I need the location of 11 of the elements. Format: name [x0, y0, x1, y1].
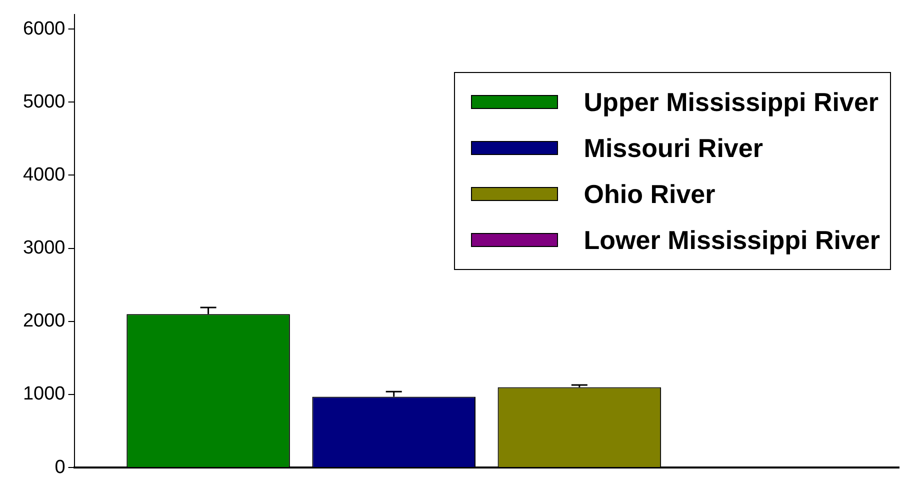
- y-tick-label: 3000: [22, 238, 66, 259]
- legend-label: Missouri River: [584, 132, 763, 164]
- legend-label: Ohio River: [584, 178, 716, 210]
- y-tick-label: 6000: [22, 18, 66, 40]
- y-tick-label: 5000: [22, 91, 66, 112]
- y-tick-label: 1000: [22, 384, 66, 405]
- y-tick-label: 4000: [22, 164, 66, 186]
- y-tick-label: 0: [54, 456, 66, 478]
- y-tick-label: 2000: [22, 310, 66, 332]
- legend-label: Upper Mississippi River: [584, 86, 879, 118]
- legend-label: Lower Mississippi River: [584, 224, 880, 256]
